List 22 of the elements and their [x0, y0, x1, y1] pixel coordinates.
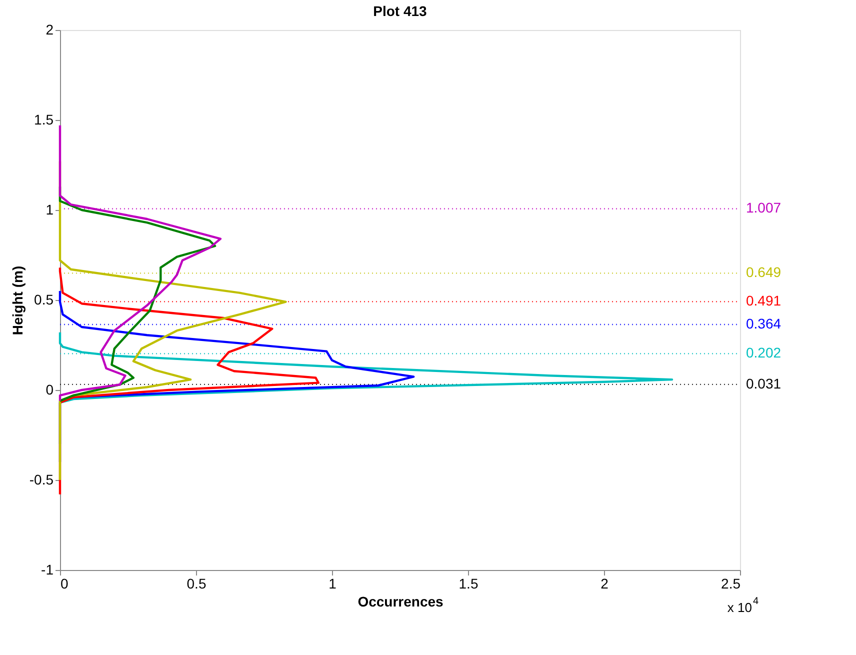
x-tick-label: 1 — [328, 576, 337, 592]
x-tick-label: 0 — [60, 576, 68, 592]
y-tick-label: 2 — [46, 22, 54, 38]
y-tick-label: 0.5 — [34, 292, 54, 308]
y-tick-label: -0.5 — [29, 472, 54, 488]
ref-line-label: 0.364 — [746, 315, 782, 332]
chart-title: Plot 413 — [373, 3, 428, 19]
y-tick-label: -1 — [41, 562, 54, 578]
x-tick-label: 1.5 — [458, 576, 478, 592]
ref-line-label: 1.007 — [746, 200, 782, 216]
y-tick-label: 1 — [46, 202, 54, 218]
x-tick-label: 2 — [600, 576, 609, 592]
ref-line-label: 0.649 — [746, 264, 782, 280]
y-axis-title: Height (m) — [9, 266, 26, 336]
y-tick-label: 0 — [46, 382, 54, 398]
x-tick-label: 0.5 — [186, 576, 206, 592]
x-tick-label: 2.5 — [721, 576, 741, 592]
ref-line-label: 0.202 — [746, 344, 782, 361]
x-axis-title: Occurrences — [358, 594, 444, 610]
ref-line-label: 0.491 — [746, 292, 782, 309]
y-tick-label: 1.5 — [34, 112, 54, 128]
ref-line-label: 0.031 — [746, 375, 782, 392]
